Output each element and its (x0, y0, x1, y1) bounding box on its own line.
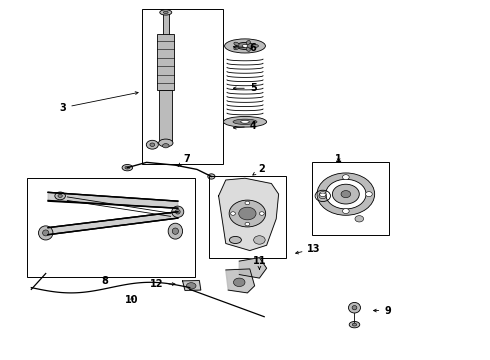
Ellipse shape (246, 41, 250, 45)
Text: 11: 11 (253, 256, 266, 269)
Ellipse shape (159, 139, 173, 147)
Ellipse shape (172, 228, 178, 234)
Ellipse shape (162, 144, 169, 148)
Ellipse shape (55, 192, 65, 200)
Text: 13: 13 (295, 244, 321, 254)
Ellipse shape (242, 45, 248, 48)
Circle shape (317, 173, 375, 215)
Ellipse shape (160, 10, 172, 15)
Bar (157, 33, 174, 90)
Ellipse shape (233, 119, 257, 125)
Ellipse shape (186, 283, 196, 289)
Ellipse shape (163, 12, 168, 13)
Circle shape (233, 278, 245, 287)
Ellipse shape (147, 140, 158, 149)
Circle shape (341, 190, 351, 198)
Bar (26, 178, 195, 277)
Bar (312, 162, 389, 235)
Polygon shape (48, 212, 178, 235)
Ellipse shape (237, 42, 253, 49)
Polygon shape (219, 178, 279, 251)
Bar (163, 12, 169, 37)
Ellipse shape (352, 306, 357, 310)
Circle shape (259, 212, 264, 215)
Text: 5: 5 (233, 83, 257, 93)
Ellipse shape (43, 230, 49, 236)
Bar (159, 90, 172, 143)
Text: 12: 12 (150, 279, 175, 289)
Circle shape (245, 201, 250, 205)
Circle shape (366, 192, 372, 197)
Circle shape (343, 208, 349, 213)
Circle shape (326, 179, 366, 209)
Text: 2: 2 (253, 164, 265, 175)
Text: 7: 7 (178, 154, 190, 166)
Ellipse shape (253, 45, 258, 48)
Ellipse shape (122, 165, 133, 171)
Ellipse shape (125, 166, 130, 169)
Ellipse shape (349, 321, 360, 328)
Ellipse shape (208, 174, 215, 179)
Circle shape (239, 207, 256, 220)
Circle shape (245, 222, 250, 226)
Ellipse shape (172, 206, 184, 217)
Polygon shape (48, 192, 178, 208)
Text: 4: 4 (233, 121, 257, 131)
Circle shape (229, 200, 266, 227)
Circle shape (355, 216, 364, 222)
Ellipse shape (58, 194, 62, 198)
Ellipse shape (150, 143, 155, 147)
Circle shape (319, 192, 326, 197)
Ellipse shape (348, 302, 361, 313)
Ellipse shape (234, 46, 239, 50)
Ellipse shape (229, 237, 242, 243)
Circle shape (231, 212, 235, 215)
Polygon shape (239, 258, 267, 278)
Ellipse shape (168, 223, 183, 239)
Ellipse shape (223, 117, 267, 127)
Circle shape (332, 184, 359, 204)
Text: 1: 1 (335, 154, 342, 164)
Ellipse shape (352, 323, 357, 326)
Text: 8: 8 (101, 275, 108, 285)
Circle shape (343, 175, 349, 180)
Bar (142, 9, 223, 164)
Ellipse shape (234, 42, 239, 46)
Ellipse shape (241, 120, 249, 123)
Ellipse shape (224, 39, 266, 53)
Text: 10: 10 (125, 295, 139, 305)
Text: 3: 3 (60, 92, 138, 113)
Circle shape (254, 236, 265, 244)
Text: 9: 9 (373, 306, 391, 315)
Ellipse shape (175, 210, 180, 214)
Polygon shape (226, 269, 255, 293)
Bar (209, 176, 286, 258)
Polygon shape (183, 280, 201, 291)
Ellipse shape (39, 226, 53, 240)
Ellipse shape (246, 47, 250, 51)
Text: 6: 6 (233, 43, 257, 53)
